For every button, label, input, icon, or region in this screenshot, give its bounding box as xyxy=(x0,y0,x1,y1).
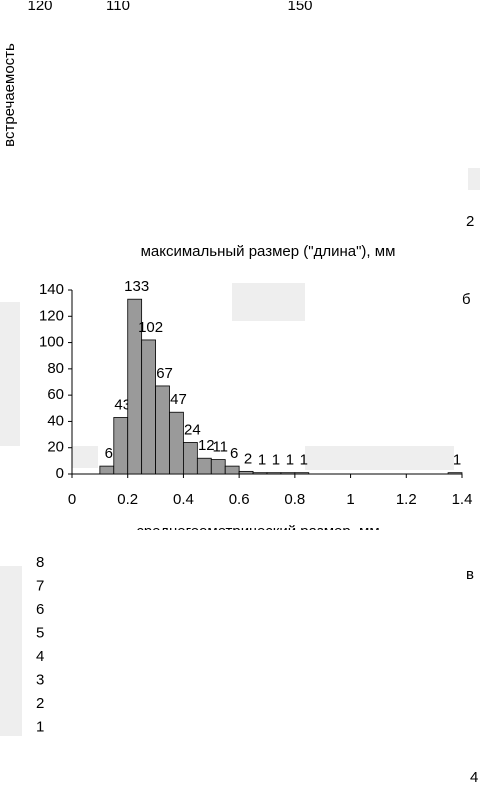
x-tick-label: 0.2 xyxy=(117,491,138,508)
y-tick-label: 8 xyxy=(36,554,44,571)
y-tick-label: 20 xyxy=(47,439,64,456)
fragment-text: 120 xyxy=(27,0,52,14)
cover xyxy=(468,168,480,190)
data-label: 1 xyxy=(258,452,266,469)
bar xyxy=(155,385,170,475)
y-tick-label: 2 xyxy=(36,695,44,712)
bar xyxy=(169,411,184,475)
y-tick-label: 0 xyxy=(56,465,64,482)
data-label: 1 xyxy=(272,452,280,469)
y-tick-label: 60 xyxy=(47,386,64,403)
y-tick-label: 7 xyxy=(36,577,44,594)
bar xyxy=(238,470,254,475)
y-tick-label: 4 xyxy=(36,648,44,665)
x-tick-label: 0.8 xyxy=(284,491,305,508)
fragment-text: 2 xyxy=(466,213,474,230)
y-tick-label: 5 xyxy=(36,624,44,641)
panel-label: б xyxy=(462,291,471,308)
data-label: 6 xyxy=(105,445,113,462)
data-label: 43 xyxy=(114,396,131,413)
y-tick-label: 100 xyxy=(39,334,64,351)
cover xyxy=(72,446,98,468)
bar xyxy=(447,472,463,475)
y-axis-label: встречаемость xyxy=(1,43,18,147)
histogram: 0 20 40 60 80 100 120 140 0 0.2 0.4 0.6 0.8 1 1.2 1.4 6 4… xyxy=(39,278,472,508)
data-label: 1 xyxy=(300,452,308,469)
bar xyxy=(266,472,282,475)
data-label: 102 xyxy=(138,319,163,336)
y-tick-label: 3 xyxy=(36,671,44,688)
data-label: 2 xyxy=(244,450,252,467)
x-axis-label: максимальный размер ("длина"), мм xyxy=(141,243,396,260)
bar xyxy=(183,442,198,475)
bar xyxy=(210,459,226,475)
y-tick-label: 40 xyxy=(47,412,64,429)
y-tick-label: 6 xyxy=(36,601,44,618)
data-label: 47 xyxy=(170,391,187,408)
bar xyxy=(294,472,310,475)
y-tick-label: 1 xyxy=(36,718,44,735)
cover xyxy=(305,446,454,470)
y-tick-label: 80 xyxy=(47,360,64,377)
y-tick-label: 140 xyxy=(39,281,64,298)
cover xyxy=(0,302,20,446)
bar xyxy=(113,417,129,475)
x-tick-label: 1 xyxy=(346,491,354,508)
data-label: 1 xyxy=(286,452,294,469)
x-tick-label: 0 xyxy=(68,491,76,508)
bar xyxy=(252,472,268,475)
fragment-text: 4 xyxy=(470,769,478,786)
data-label: 12 xyxy=(198,437,215,454)
cover xyxy=(0,566,22,736)
data-label: 11 xyxy=(212,439,228,456)
x-tick-label: 1.4 xyxy=(452,491,473,508)
crop xyxy=(0,530,480,544)
cover xyxy=(232,283,305,321)
crop xyxy=(0,0,480,1)
x-tick-label: 1.2 xyxy=(396,491,417,508)
y-tick-label: 120 xyxy=(39,307,64,324)
bar xyxy=(196,457,212,475)
x-tick-label: 0.6 xyxy=(229,491,250,508)
data-label: 24 xyxy=(184,421,201,438)
bar xyxy=(141,339,156,475)
bar xyxy=(280,472,296,475)
data-label: 133 xyxy=(124,278,149,295)
data-label: 1 xyxy=(453,452,461,469)
fragment-text: 110 xyxy=(106,0,130,14)
fragment-ticks: 8 7 6 5 4 3 2 1 xyxy=(36,554,44,736)
bar xyxy=(224,465,240,475)
bar xyxy=(99,465,115,475)
panel-label: в xyxy=(466,566,474,583)
data-label: 67 xyxy=(156,365,173,382)
x-tick-label: 0.4 xyxy=(173,491,194,508)
fragment-text: 150 xyxy=(287,0,312,14)
data-label: 6 xyxy=(230,445,238,462)
